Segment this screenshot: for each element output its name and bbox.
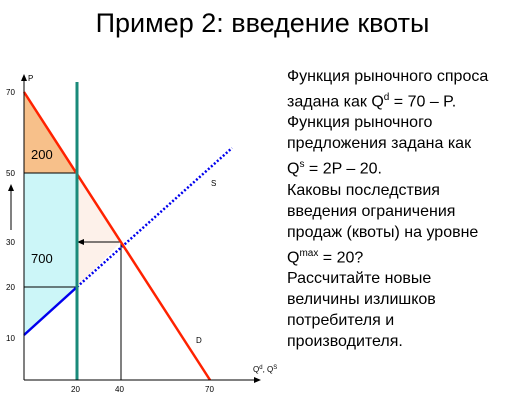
y-tick-20: 20	[6, 283, 15, 292]
task-line-3: потребителя и	[287, 311, 395, 329]
x-tick-20: 20	[71, 385, 80, 394]
supply-text-line-2: предложения задана как	[287, 135, 472, 153]
producer-surplus-area	[24, 173, 77, 335]
deadweight-loss-area	[77, 173, 121, 287]
consumer-surplus-value: 200	[31, 147, 53, 162]
slide-title: Пример 2: введение квоты	[95, 8, 430, 38]
question-line-3: продаж (квоты) на уровне	[287, 223, 479, 241]
question-line-4: Qmax = 20?	[287, 247, 364, 266]
supply-text-line-3: Qs = 2P – 20.	[287, 159, 382, 178]
demand-curve	[22, 91, 212, 381]
supply-curve	[23, 286, 78, 336]
supply-text-line-1: Функция рыночного	[287, 114, 433, 132]
producer-surplus-value: 700	[31, 251, 53, 266]
supply-curve-extension	[76, 147, 233, 288]
y-axis-arrow	[21, 74, 27, 81]
y-tick-50: 50	[6, 169, 15, 178]
x-tick-70: 70	[205, 385, 214, 394]
task-line-1: Рассчитайте новые	[287, 269, 432, 287]
arrow-head-up	[8, 184, 14, 191]
y-axis-label: P	[28, 74, 33, 83]
task-line-2: величины излишков	[287, 290, 436, 308]
x-axis-label: Qd, QS	[253, 365, 277, 374]
x-axis-arrow	[254, 377, 261, 383]
task-line-4: производителя.	[287, 332, 403, 350]
demand-curve-label: D	[196, 336, 202, 345]
problem-statement: Функция рыночного спроса задана как Qd =…	[287, 66, 519, 352]
arrow-head-left	[77, 239, 84, 245]
y-tick-30: 30	[6, 238, 15, 247]
supply-curve-label: S	[211, 179, 216, 188]
y-tick-10: 10	[6, 334, 15, 343]
question-line-2: введения ограничения	[287, 202, 456, 220]
y-tick-70: 70	[6, 88, 15, 97]
demand-text-line-2: задана как Qd = 70 – P.	[287, 92, 457, 111]
question-line-1: Каковы последствия	[287, 181, 440, 199]
x-tick-40: 40	[115, 385, 124, 394]
demand-text-line-1: Функция рыночного спроса	[287, 68, 489, 85]
